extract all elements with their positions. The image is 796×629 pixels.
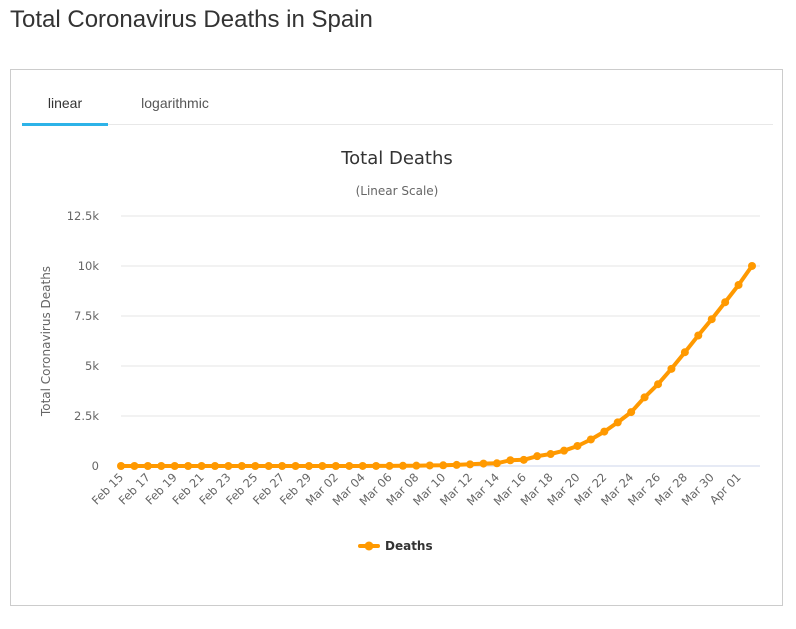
y-tick-label: 12.5k: [67, 209, 100, 223]
data-point[interactable]: [251, 462, 260, 470]
data-point[interactable]: [680, 348, 689, 357]
data-point[interactable]: [492, 459, 501, 468]
data-point[interactable]: [654, 380, 663, 389]
data-point[interactable]: [197, 462, 206, 470]
data-point[interactable]: [210, 462, 219, 470]
data-point[interactable]: [291, 462, 300, 470]
data-point[interactable]: [372, 461, 381, 470]
chart-panel: linear logarithmic: [10, 69, 783, 606]
grid-lines: [121, 215, 760, 467]
data-point[interactable]: [721, 298, 730, 307]
data-point[interactable]: [694, 331, 703, 340]
data-point[interactable]: [304, 462, 313, 470]
y-tick-labels: 0 2.5k 5k 7.5k 10k 12.5k: [67, 209, 100, 473]
chart-title: Total Deaths: [340, 148, 453, 169]
data-point[interactable]: [466, 460, 475, 469]
data-point[interactable]: [479, 459, 488, 468]
data-point[interactable]: [667, 364, 676, 373]
data-point[interactable]: [264, 462, 273, 470]
data-point[interactable]: [734, 280, 743, 289]
data-point[interactable]: [613, 418, 622, 427]
data-point[interactable]: [506, 456, 515, 465]
series-deaths: [117, 261, 756, 470]
y-tick-label: 7.5k: [74, 309, 99, 323]
data-point[interactable]: [546, 450, 555, 459]
data-point[interactable]: [452, 460, 461, 469]
data-point[interactable]: [412, 461, 421, 470]
data-point[interactable]: [600, 427, 609, 436]
data-point[interactable]: [533, 452, 542, 461]
legend[interactable]: Deaths: [358, 539, 433, 553]
y-tick-label: 0: [92, 459, 99, 473]
data-point[interactable]: [331, 462, 340, 470]
data-point[interactable]: [170, 462, 179, 470]
data-point[interactable]: [117, 462, 125, 470]
data-point[interactable]: [130, 462, 139, 470]
data-point[interactable]: [425, 461, 434, 470]
data-point[interactable]: [640, 393, 649, 402]
y-tick-label: 10k: [78, 259, 100, 273]
data-point[interactable]: [519, 455, 528, 464]
chart-subtitle: (Linear Scale): [356, 184, 439, 198]
data-point[interactable]: [345, 461, 354, 470]
data-point[interactable]: [748, 261, 756, 270]
data-point[interactable]: [385, 461, 394, 470]
data-point[interactable]: [560, 446, 569, 455]
y-tick-label: 5k: [85, 359, 99, 373]
legend-label-deaths: Deaths: [385, 539, 433, 553]
tab-linear[interactable]: linear: [22, 82, 108, 126]
data-point[interactable]: [358, 461, 367, 470]
scale-tabs: linear logarithmic: [22, 82, 773, 126]
data-point[interactable]: [224, 462, 233, 470]
y-axis-label: Total Coronavirus Deaths: [39, 266, 53, 417]
data-point[interactable]: [278, 462, 287, 470]
data-point[interactable]: [586, 435, 595, 444]
page-title: Total Coronavirus Deaths in Spain: [10, 6, 373, 33]
legend-marker-icon: [364, 541, 374, 551]
data-point[interactable]: [707, 315, 716, 324]
data-point[interactable]: [398, 461, 407, 470]
data-point[interactable]: [143, 462, 152, 470]
data-point[interactable]: [237, 462, 246, 470]
data-point[interactable]: [157, 462, 166, 470]
data-point[interactable]: [573, 441, 582, 450]
data-point[interactable]: [318, 462, 327, 470]
tab-logarithmic[interactable]: logarithmic: [141, 95, 209, 111]
data-point[interactable]: [184, 462, 193, 470]
y-tick-label: 2.5k: [74, 409, 99, 423]
data-point[interactable]: [439, 461, 448, 470]
data-point[interactable]: [627, 408, 636, 417]
